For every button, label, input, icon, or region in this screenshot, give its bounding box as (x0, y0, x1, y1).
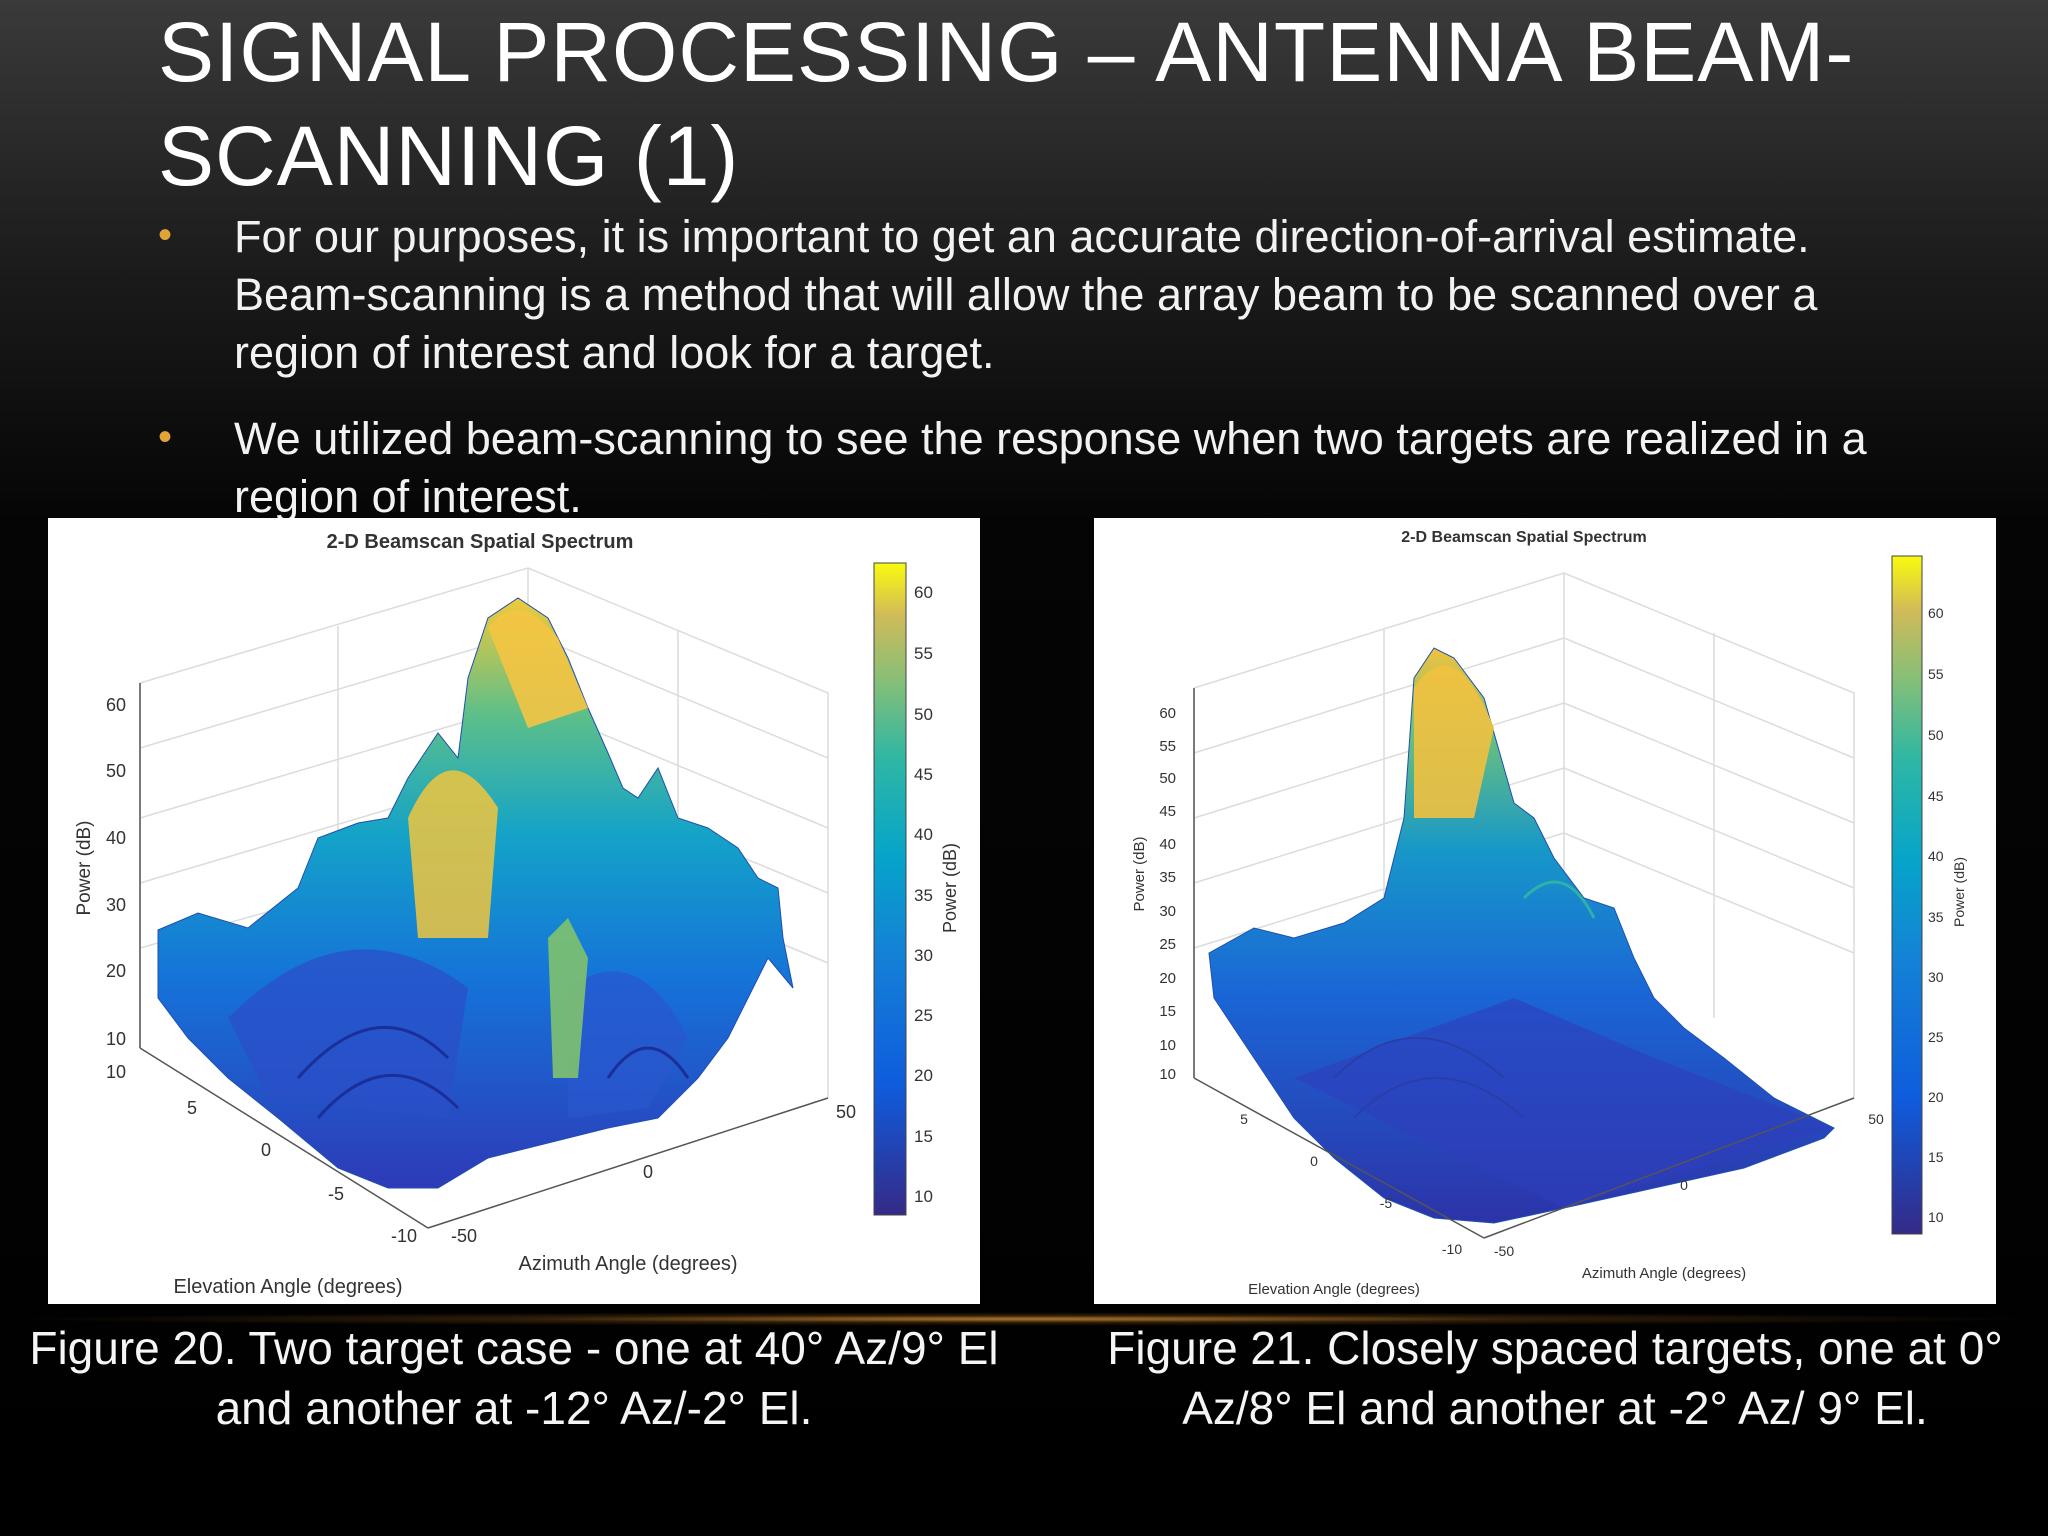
bullet-item: • For our purposes, it is important to g… (158, 208, 1898, 382)
z-tick: 15 (1159, 1003, 1176, 1020)
bullet-marker: • (158, 415, 173, 459)
bullet-item: • We utilized beam-scanning to see the r… (158, 410, 1898, 526)
colorbar-tick: 55 (914, 644, 933, 663)
azimuth-axis-label: Azimuth Angle (degrees) (1582, 1265, 1746, 1282)
colorbar-tick: 50 (1928, 727, 1944, 743)
colorbar-tick: 40 (914, 825, 933, 844)
colorbar (1891, 555, 1923, 1235)
azimuth-ticks: -50 0 50 (1494, 1111, 1884, 1259)
elevation-tick: -5 (328, 1184, 344, 1204)
colorbar-tick: 60 (1928, 605, 1944, 621)
z-tick: 40 (1159, 836, 1176, 853)
surface-plot (1208, 647, 1835, 1224)
z-tick: 35 (1159, 869, 1176, 886)
colorbar-tick: 35 (1928, 909, 1944, 925)
azimuth-tick: -50 (451, 1226, 477, 1246)
chart-title: 2-D Beamscan Spatial Spectrum (1401, 529, 1646, 546)
elevation-tick: -5 (1380, 1195, 1393, 1211)
colorbar (873, 562, 907, 1216)
axes-frame (139, 683, 829, 1229)
z-axis-ticks: 60 55 50 45 40 35 30 25 20 15 10 10 (1159, 705, 1176, 1083)
z-tick: 50 (106, 761, 126, 781)
z-tick: 10 (106, 1029, 126, 1049)
figure-21: 2-D Beamscan Spatial Spectrum 60 55 50 4… (1094, 518, 1996, 1304)
slide-title: Signal Processing – Antenna Beam-scannin… (158, 5, 1855, 203)
colorbar-tick: 10 (914, 1187, 933, 1206)
colorbar-tick: 50 (914, 705, 933, 724)
z-axis-label: Power (dB) (1131, 836, 1148, 911)
azimuth-ticks: -50 0 50 (451, 1102, 856, 1246)
azimuth-tick: -50 (1494, 1243, 1514, 1259)
colorbar-label: Power (dB) (1951, 857, 1967, 927)
z-tick: 40 (106, 828, 126, 848)
z-tick: 30 (106, 895, 126, 915)
elevation-tick: 5 (1240, 1111, 1248, 1127)
colorbar-tick: 55 (1928, 666, 1944, 682)
surface-plot (157, 597, 794, 1189)
colorbar-tick: 20 (1928, 1089, 1944, 1105)
colorbar-ticks: 60 55 50 45 40 35 30 25 20 15 10 (914, 583, 933, 1206)
axes-frame (1193, 688, 1855, 1239)
z-tick: 50 (1159, 770, 1176, 787)
elevation-axis-label: Elevation Angle (degrees) (173, 1276, 402, 1298)
z-tick: 10 (106, 1062, 126, 1082)
elevation-tick: 5 (187, 1098, 197, 1118)
colorbar-tick: 60 (914, 583, 933, 602)
z-tick: 10 (1159, 1066, 1176, 1083)
azimuth-tick: 50 (1868, 1111, 1884, 1127)
figure-20: 2-D Beamscan Spatial Spectrum 10 10 20 3… (48, 518, 980, 1304)
elevation-axis-label: Elevation Angle (degrees) (1248, 1281, 1420, 1298)
beamscan-surface-chart-1: 2-D Beamscan Spatial Spectrum 10 10 20 3… (74, 531, 960, 1298)
z-tick: 60 (1159, 705, 1176, 722)
chart-title: 2-D Beamscan Spatial Spectrum (327, 531, 634, 553)
colorbar-tick: 30 (914, 946, 933, 965)
divider-glow (0, 1312, 2048, 1326)
colorbar-tick: 20 (914, 1066, 933, 1085)
colorbar-tick: 15 (1928, 1149, 1944, 1165)
azimuth-tick: 50 (836, 1102, 856, 1122)
colorbar-tick: 45 (1928, 788, 1944, 804)
elevation-ticks: 5 0 -5 -10 (1240, 1111, 1462, 1257)
bullet-list: • For our purposes, it is important to g… (158, 208, 1898, 554)
elevation-tick: -10 (391, 1226, 417, 1246)
bullet-marker: • (158, 213, 173, 257)
z-tick: 60 (106, 695, 126, 715)
colorbar-tick: 25 (1928, 1029, 1944, 1045)
z-tick: 45 (1159, 803, 1176, 820)
z-axis-label: Power (dB) (74, 820, 95, 915)
colorbar-tick: 10 (1928, 1209, 1944, 1225)
z-tick: 10 (1159, 1037, 1176, 1054)
figure-20-caption: Figure 20. Two target case - one at 40° … (29, 1322, 999, 1434)
beamscan-surface-chart-2: 2-D Beamscan Spatial Spectrum 60 55 50 4… (1131, 529, 1967, 1298)
z-tick: 30 (1159, 903, 1176, 920)
elevation-ticks: 5 0 -5 -10 (187, 1098, 417, 1246)
colorbar-tick: 15 (914, 1127, 933, 1146)
colorbar-ticks: 60 55 50 45 40 35 30 25 20 15 10 (1928, 605, 1944, 1225)
bullet-text: We utilized beam-scanning to see the res… (234, 413, 1867, 522)
figure-21-caption: Figure 21. Closely spaced targets, one a… (1107, 1322, 2003, 1434)
z-tick: 20 (1159, 970, 1176, 987)
colorbar-tick: 25 (914, 1006, 933, 1025)
z-axis-ticks: 10 10 20 30 40 50 60 (106, 695, 126, 1082)
z-tick: 25 (1159, 936, 1176, 953)
colorbar-tick: 30 (1928, 969, 1944, 985)
elevation-tick: -10 (1442, 1241, 1462, 1257)
colorbar-tick: 35 (914, 886, 933, 905)
z-tick: 20 (106, 961, 126, 981)
elevation-tick: 0 (261, 1140, 271, 1160)
colorbar-tick: 45 (914, 765, 933, 784)
azimuth-tick: 0 (1680, 1177, 1688, 1193)
elevation-tick: 0 (1310, 1153, 1318, 1169)
z-tick: 55 (1159, 738, 1176, 755)
azimuth-axis-label: Azimuth Angle (degrees) (518, 1253, 737, 1275)
colorbar-label: Power (dB) (940, 843, 960, 933)
azimuth-tick: 0 (643, 1162, 653, 1182)
bullet-text: For our purposes, it is important to get… (234, 211, 1818, 378)
colorbar-tick: 40 (1928, 848, 1944, 864)
